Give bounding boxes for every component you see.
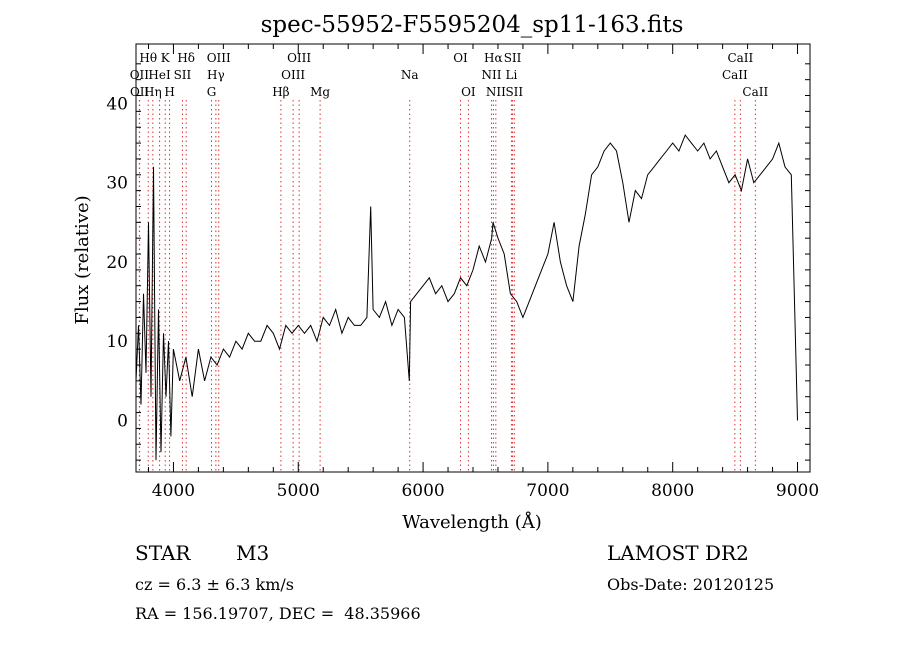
y-tick-label: 30: [106, 174, 128, 194]
redshift-cz: cz = 6.3 ± 6.3 km/s: [135, 575, 294, 594]
y-tick-label: 40: [106, 94, 128, 114]
x-tick-label: 7000: [526, 481, 569, 501]
spectral-line-label: H: [164, 85, 174, 99]
x-tick-label: 8000: [651, 481, 694, 501]
spectral-line-label: SII: [505, 85, 523, 99]
y-tick-label: 0: [117, 411, 128, 431]
spectral-line-label: OIII: [281, 68, 305, 82]
plot-frame: [135, 43, 811, 473]
spectral-line-label: SII: [504, 51, 522, 65]
y-tick-label: 20: [106, 253, 128, 273]
spectral-line-label: G: [207, 85, 217, 99]
spectral-line-label: CaII: [742, 85, 768, 99]
survey-label: LAMOST DR2: [607, 541, 749, 565]
spectrum-line: [135, 134, 798, 461]
y-axis-label: Flux (relative): [72, 195, 93, 324]
spectral-line-label: Li: [506, 68, 518, 82]
spectral-line-label: CaII: [727, 51, 753, 65]
x-tick-label: 9000: [776, 481, 819, 501]
spectral-line-label: Hδ: [177, 51, 195, 65]
y-tick-label: 10: [106, 332, 128, 352]
spectral-line-label: SII: [174, 68, 192, 82]
spectral-line-label: Mg: [310, 85, 330, 99]
spectral-line-label: NII: [486, 85, 506, 99]
spectral-line-label: K: [161, 51, 171, 65]
spectral-line-label: Na: [401, 68, 419, 82]
observation-date: Obs-Date: 20120125: [607, 575, 775, 594]
x-axis-label: Wavelength (Å): [402, 511, 542, 533]
spectral-line-label: OI: [461, 85, 476, 99]
spectral-line-label: OI: [453, 51, 468, 65]
spectral-line-label: OII: [130, 85, 150, 99]
spectral-line-label: HeI: [148, 68, 171, 82]
spectral-line-label: OIII: [207, 51, 231, 65]
spectral-line-label: OII: [130, 68, 150, 82]
spectral-line-label: Hγ: [207, 68, 225, 82]
spectral-line-label: NII: [481, 68, 501, 82]
spectral-line-label: Hθ: [139, 51, 157, 65]
x-tick-label: 5000: [277, 481, 320, 501]
chart-title: spec-55952-F5595204_sp11-163.fits: [261, 12, 684, 38]
spectral-line-label: OIII: [287, 51, 311, 65]
coordinates: RA = 156.19707, DEC = 48.35966: [135, 604, 421, 623]
star-subclass: M3: [236, 541, 270, 565]
x-tick-label: 4000: [152, 481, 195, 501]
spectral-line-label: Hβ: [272, 85, 289, 99]
star-class-label: STAR: [135, 541, 191, 565]
y-axis: 0 10 20 30 40: [106, 63, 810, 461]
x-tick-label: 6000: [401, 481, 444, 501]
spectrum-series: [135, 134, 798, 461]
spectral-line-label: Hη: [144, 85, 162, 99]
x-axis: 4000 5000 6000 7000 8000 9000: [147, 44, 819, 501]
spectral-line-label: CaII: [722, 68, 748, 82]
spectral-line-label: Hα: [484, 51, 503, 65]
